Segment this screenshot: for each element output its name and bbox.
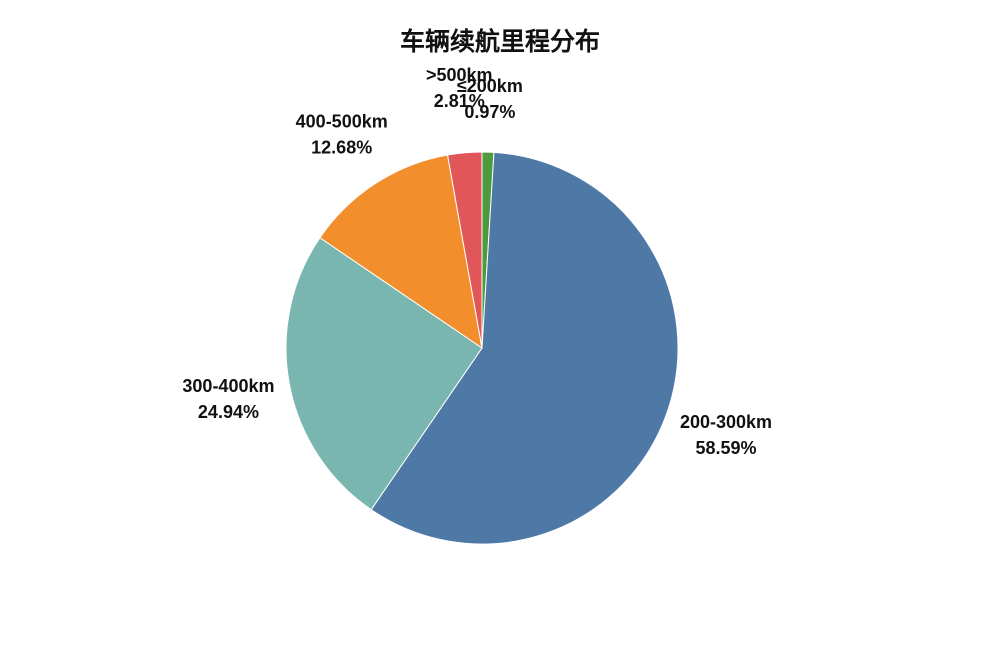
- pie-slice: [319, 154, 483, 350]
- pie-labels: ≤200km 0.97% 200-300km 58.59% 300-400km 24.94…: [182, 65, 772, 458]
- slice-category-label: 400-500km: [296, 111, 388, 131]
- pie-slice: [370, 151, 679, 545]
- slice-label: 200-300km 58.59%: [680, 412, 772, 458]
- slice-percent-label: 0.97%: [464, 102, 515, 122]
- slice-label: 400-500km 12.68%: [296, 111, 388, 157]
- slice-label: 300-400km 24.94%: [182, 376, 274, 422]
- slice-label: >500km 2.81%: [426, 65, 493, 111]
- slice-percent-label: 12.68%: [311, 137, 372, 157]
- slice-percent-label: 2.81%: [434, 91, 485, 111]
- pie-slice: [446, 151, 483, 349]
- pie-slice: [285, 237, 483, 511]
- slice-label: ≤200km 0.97%: [457, 76, 523, 122]
- slice-category-label: >500km: [426, 65, 493, 85]
- chart-title: 车辆续航里程分布: [399, 27, 600, 56]
- pie-slices: [285, 151, 679, 545]
- slice-percent-label: 24.94%: [198, 402, 259, 422]
- slice-category-label: 200-300km: [680, 412, 772, 432]
- slice-percent-label: 58.59%: [695, 438, 756, 458]
- slice-category-label: ≤200km: [457, 76, 523, 96]
- slice-category-label: 300-400km: [182, 376, 274, 396]
